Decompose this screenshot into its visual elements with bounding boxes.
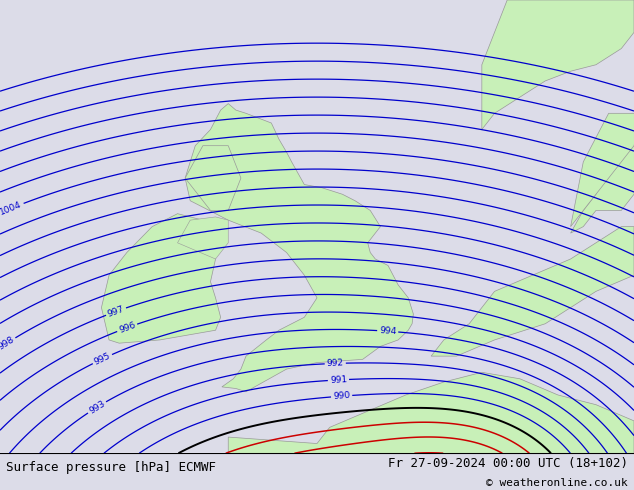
Polygon shape (571, 113, 634, 226)
Text: 991: 991 (330, 375, 347, 385)
Text: 996: 996 (117, 320, 137, 335)
Text: © weatheronline.co.uk: © weatheronline.co.uk (486, 478, 628, 489)
Text: 993: 993 (87, 399, 107, 416)
Text: 998: 998 (0, 335, 16, 352)
Polygon shape (101, 214, 221, 343)
Polygon shape (482, 0, 634, 129)
Polygon shape (571, 136, 634, 233)
Text: 992: 992 (327, 359, 344, 368)
Polygon shape (185, 146, 241, 210)
Text: 997: 997 (107, 304, 126, 319)
Polygon shape (185, 103, 413, 392)
Text: 1004: 1004 (0, 200, 23, 217)
Text: Fr 27-09-2024 00:00 UTC (18+102): Fr 27-09-2024 00:00 UTC (18+102) (387, 457, 628, 470)
Text: 990: 990 (333, 391, 351, 401)
Text: 995: 995 (93, 351, 112, 367)
Polygon shape (228, 372, 634, 453)
Text: Surface pressure [hPa] ECMWF: Surface pressure [hPa] ECMWF (6, 461, 216, 474)
Text: 994: 994 (379, 326, 396, 336)
Polygon shape (431, 226, 634, 356)
Polygon shape (178, 217, 228, 259)
